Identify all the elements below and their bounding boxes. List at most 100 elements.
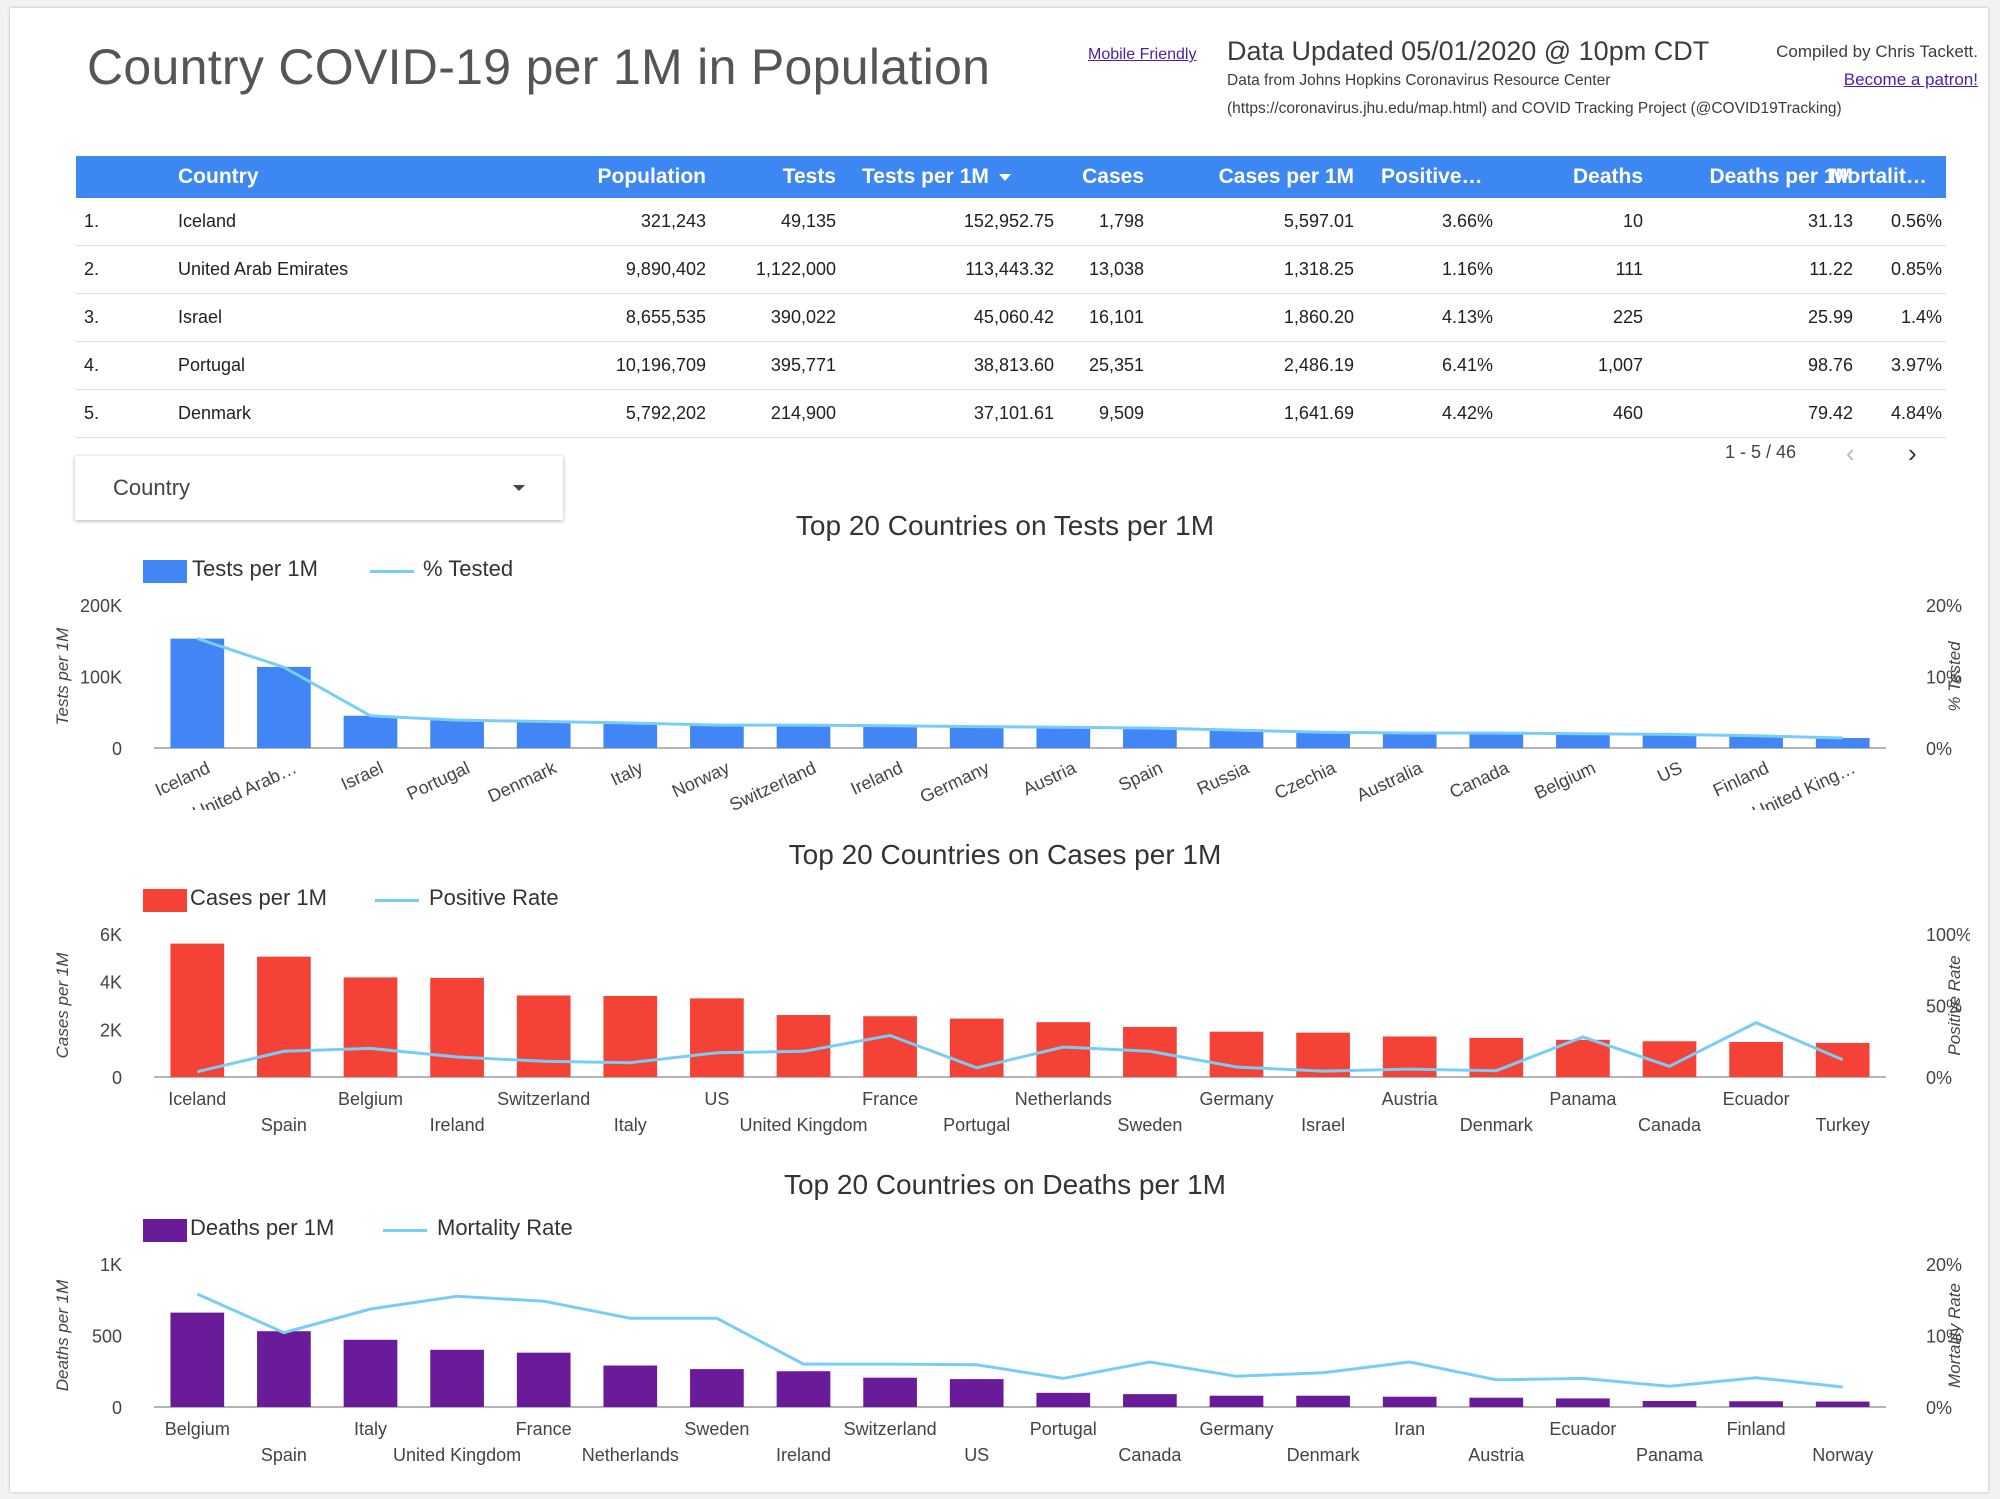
bar[interactable] — [1556, 733, 1610, 748]
bar[interactable] — [1296, 1395, 1350, 1407]
bar[interactable] — [516, 1352, 571, 1407]
table-row[interactable]: 5. Denmark 5,792,202 214,900 37,101.61 9,509 1… — [76, 390, 1946, 438]
col-header-mortality[interactable]: Mortalit… — [1830, 165, 1927, 188]
bar[interactable] — [1815, 1401, 1870, 1407]
bar[interactable] — [1209, 1395, 1264, 1407]
bar[interactable] — [257, 956, 311, 1077]
bar[interactable] — [343, 1339, 398, 1407]
bar[interactable] — [1123, 1394, 1177, 1407]
chart-legend[interactable]: Cases per 1M Positive Rate — [40, 883, 640, 913]
col-header-tests-per-1m[interactable]: Tests per 1M — [862, 156, 1052, 198]
col-header-tests[interactable]: Tests — [782, 165, 836, 188]
bar[interactable] — [690, 725, 744, 748]
bar[interactable] — [1556, 1398, 1610, 1407]
bar[interactable] — [1729, 1401, 1783, 1407]
data-source-line-1: Data from Johns Hopkins Coronavirus Reso… — [1227, 72, 1611, 89]
bar[interactable] — [257, 1331, 311, 1407]
table-row[interactable]: 4. Portugal 10,196,709 395,771 38,813.60 25,3… — [76, 342, 1946, 390]
become-patron-link[interactable]: Become a patron! — [1843, 70, 1978, 89]
tests-per-1m-chart: Top 20 Countries on Tests per 1M Tests pe… — [40, 510, 1970, 810]
bar[interactable] — [170, 943, 225, 1077]
table-row[interactable]: 3. Israel 8,655,535 390,022 45,060.42 16,101 1… — [76, 294, 1946, 342]
bar[interactable] — [1729, 735, 1783, 748]
bar[interactable] — [1729, 1041, 1783, 1077]
bar[interactable] — [603, 1365, 658, 1407]
bar[interactable] — [863, 1377, 917, 1407]
table-row[interactable]: 2. United Arab Emirates 9,890,402 1,122,000… — [76, 246, 1946, 294]
country-filter-dropdown[interactable]: Country — [75, 456, 563, 520]
bar[interactable] — [776, 1371, 831, 1407]
bar[interactable] — [1036, 1392, 1091, 1407]
bar[interactable] — [170, 638, 225, 748]
cell-cases-per-1m: 1,860.20 — [1283, 307, 1354, 327]
bar[interactable] — [1036, 1022, 1091, 1077]
col-header-country[interactable]: Country — [178, 165, 259, 188]
bar[interactable] — [1036, 727, 1091, 748]
x-tick-label: Canada — [1118, 1445, 1182, 1465]
x-tick-label: Russia — [1194, 757, 1253, 799]
cell-cases-per-1m: 1,318.25 — [1283, 259, 1354, 279]
bar[interactable] — [1815, 737, 1870, 748]
prev-page-icon[interactable]: ‹ — [1846, 438, 1855, 468]
bar[interactable] — [1123, 728, 1177, 748]
bar[interactable] — [1382, 1396, 1437, 1407]
col-header-deaths-per-1m[interactable]: Deaths per 1M — [1709, 165, 1853, 188]
y2-tick-label: 10% — [1926, 668, 1962, 688]
bar[interactable] — [1382, 732, 1437, 748]
cell-deaths: 10 — [1622, 211, 1643, 231]
chart-legend[interactable]: Tests per 1M % Tested — [40, 554, 640, 584]
x-tick-label: Czechia — [1271, 757, 1339, 803]
cell-tests: 214,900 — [770, 403, 836, 423]
legend-line-label: Positive Rate — [429, 885, 559, 910]
table-row[interactable]: 1. Iceland 321,243 49,135 152,952.75 1,798 5,5… — [76, 198, 1946, 246]
next-page-icon[interactable]: › — [1908, 438, 1917, 468]
bar[interactable] — [170, 1312, 225, 1407]
chart-plot: 6K 4K 2K 0 100% 50% 0% Cases per 1M Positive Rat… — [53, 925, 1970, 1135]
bar[interactable] — [603, 995, 658, 1077]
bar[interactable] — [1642, 1400, 1697, 1407]
chart-legend[interactable]: Deaths per 1M Mortality Rate — [40, 1213, 640, 1243]
legend-line-swatch — [375, 899, 419, 902]
col-header-cases[interactable]: Cases — [1082, 165, 1144, 188]
y2-axis-title: Mortality Rate — [1945, 1283, 1964, 1388]
bar[interactable] — [863, 725, 917, 748]
legend-bar-label: Deaths per 1M — [190, 1215, 335, 1240]
col-header-cases-per-1m[interactable]: Cases per 1M — [1218, 165, 1354, 188]
bar[interactable] — [1642, 734, 1697, 748]
bar[interactable] — [1469, 1397, 1524, 1407]
bar[interactable] — [690, 1369, 744, 1407]
col-header-population[interactable]: Population — [597, 165, 707, 188]
bar[interactable] — [1815, 1042, 1870, 1077]
bar[interactable] — [949, 726, 1004, 748]
bar[interactable] — [516, 721, 571, 748]
col-header-tests-per-1m-label: Tests per 1M — [862, 165, 989, 188]
bar[interactable] — [516, 995, 571, 1077]
bar[interactable] — [690, 998, 744, 1077]
cell-population: 9,890,402 — [625, 259, 706, 279]
bar[interactable] — [949, 1379, 1004, 1407]
x-tick-label: Italy — [354, 1419, 387, 1439]
bar[interactable] — [1469, 732, 1524, 748]
bar[interactable] — [430, 720, 484, 748]
bar[interactable] — [343, 977, 398, 1077]
mobile-friendly-link[interactable]: Mobile Friendly — [1088, 46, 1197, 63]
bar[interactable] — [257, 666, 311, 748]
line-series[interactable] — [196, 1021, 1844, 1074]
bar[interactable] — [603, 722, 658, 748]
x-tick-label: Spain — [1115, 757, 1165, 795]
x-tick-label: Austria — [1468, 1445, 1525, 1465]
col-header-positive[interactable]: Positive… — [1381, 165, 1483, 188]
bar[interactable] — [776, 725, 831, 748]
line-series[interactable] — [196, 637, 1843, 740]
bar[interactable] — [1296, 732, 1350, 748]
bar[interactable] — [430, 977, 484, 1077]
line-series[interactable] — [196, 1292, 1843, 1389]
bar[interactable] — [776, 1015, 831, 1077]
col-header-deaths[interactable]: Deaths — [1572, 165, 1643, 188]
bar[interactable] — [1209, 730, 1264, 748]
bar[interactable] — [1209, 1031, 1264, 1077]
bar[interactable] — [1556, 1039, 1610, 1077]
bar[interactable] — [343, 715, 398, 748]
bar[interactable] — [430, 1349, 484, 1407]
bar[interactable] — [863, 1016, 917, 1077]
